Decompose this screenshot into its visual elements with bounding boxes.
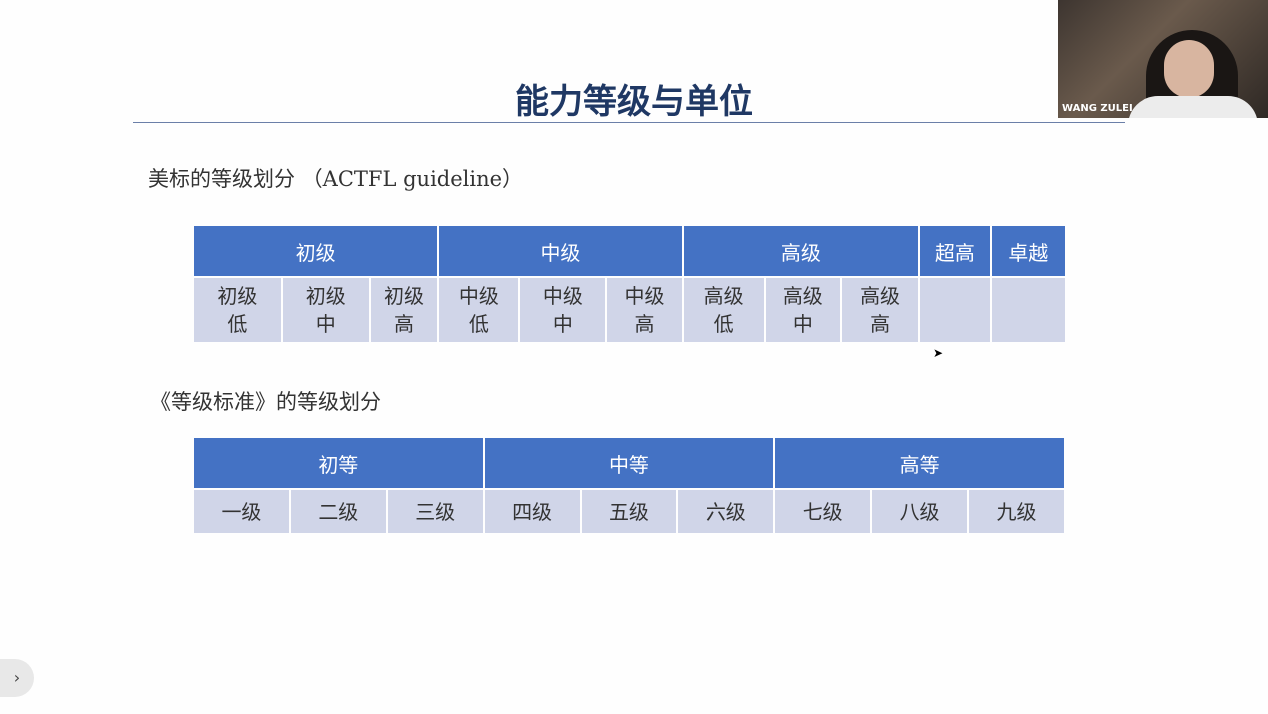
level-cell-line: 初级 bbox=[217, 284, 258, 308]
level-cell-line: 中级 bbox=[458, 284, 499, 308]
section2-heading: 《等级标准》的等级划分 bbox=[150, 390, 381, 414]
standard-table: 初等 中等 高等 一级 二级 三级 四级 五级 六级 七级 八级 九级 bbox=[192, 436, 1066, 535]
level-cell: 中级高 bbox=[607, 278, 682, 342]
level-cell: 中级低 bbox=[439, 278, 519, 342]
participant-video[interactable]: WANG ZULEI bbox=[1058, 0, 1268, 118]
header-cell: 卓越 bbox=[991, 226, 1065, 276]
level-cell-line: 高 bbox=[870, 312, 891, 336]
level-cell: 中级中 bbox=[520, 278, 606, 342]
level-cell-line: 初级 bbox=[384, 284, 425, 308]
grade-cell: 四级 bbox=[484, 490, 580, 533]
level-cell-line: 中 bbox=[315, 312, 336, 336]
level-cell-line: 高级 bbox=[860, 284, 901, 308]
header-cell: 中等 bbox=[484, 438, 774, 488]
level-cell-line: 低 bbox=[713, 312, 734, 336]
level-cell-line: 高 bbox=[394, 312, 415, 336]
expand-panel-button[interactable]: › bbox=[0, 659, 34, 697]
level-cell: 高级低 bbox=[683, 278, 764, 342]
grade-cell: 六级 bbox=[678, 490, 774, 533]
header-cell: 初级 bbox=[194, 226, 438, 276]
participant-name: WANG ZULEI bbox=[1062, 103, 1133, 114]
actfl-table: 初级 中级 高级 超高 卓越 初级低初级中初级高中级低中级中中级高高级低高级中高… bbox=[192, 224, 1067, 344]
grade-cell: 九级 bbox=[969, 490, 1064, 533]
level-cell-line: 高级 bbox=[782, 284, 823, 308]
participant-face bbox=[1164, 40, 1214, 98]
level-cell-line: 高级 bbox=[703, 284, 744, 308]
header-cell: 高等 bbox=[775, 438, 1064, 488]
level-cell-line: 高 bbox=[634, 312, 655, 336]
level-cell-line: 低 bbox=[227, 312, 248, 336]
header-cell: 中级 bbox=[439, 226, 682, 276]
grade-cell: 三级 bbox=[387, 490, 483, 533]
level-cell-line: 中 bbox=[552, 312, 573, 336]
level-cell: 初级中 bbox=[282, 278, 369, 342]
level-cell-line: 中 bbox=[792, 312, 813, 336]
grade-cell: 二级 bbox=[290, 490, 386, 533]
participant-shirt bbox=[1128, 96, 1258, 118]
level-cell: 高级高 bbox=[841, 278, 919, 342]
level-cell: 初级低 bbox=[194, 278, 281, 342]
level-cell: 初级高 bbox=[370, 278, 438, 342]
grade-cell: 八级 bbox=[872, 490, 967, 533]
header-cell: 初等 bbox=[194, 438, 483, 488]
level-cell bbox=[920, 278, 990, 342]
level-cell-line: 初级 bbox=[305, 284, 346, 308]
section1-heading: 美标的等级划分 （ACTFL guideline） bbox=[148, 167, 524, 191]
header-cell: 高级 bbox=[683, 226, 919, 276]
chevron-right-icon: › bbox=[13, 668, 21, 687]
mouse-cursor: ➤ bbox=[933, 346, 944, 360]
level-cell-line: 低 bbox=[468, 312, 489, 336]
title-divider bbox=[133, 122, 1125, 123]
level-cell: 高级中 bbox=[765, 278, 840, 342]
level-cell-line: 中级 bbox=[624, 284, 665, 308]
grade-cell: 一级 bbox=[194, 490, 289, 533]
level-cell-line: 中级 bbox=[542, 284, 583, 308]
grade-cell: 五级 bbox=[581, 490, 677, 533]
grade-cell: 七级 bbox=[775, 490, 871, 533]
slide-title: 能力等级与单位 bbox=[515, 82, 753, 122]
header-cell: 超高 bbox=[920, 226, 990, 276]
level-cell bbox=[991, 278, 1065, 342]
